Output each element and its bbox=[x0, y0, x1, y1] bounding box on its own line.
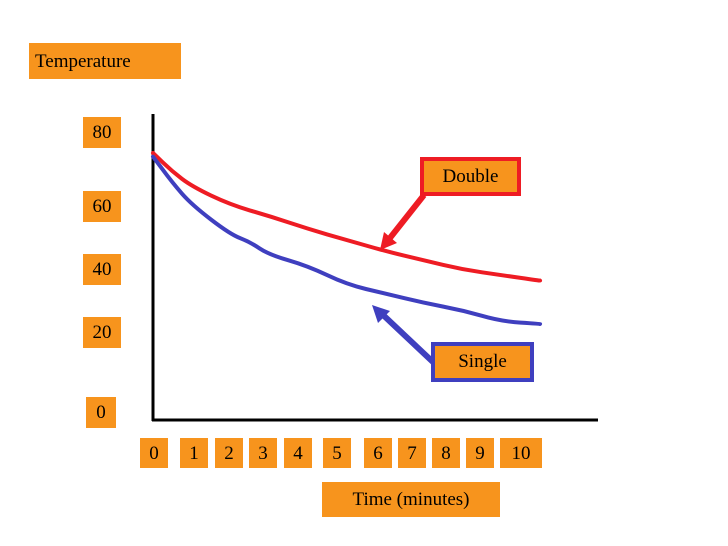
y-tick-label-60: 60 bbox=[83, 191, 121, 222]
series-line-single bbox=[151, 154, 542, 326]
y-axis-title: Temperature bbox=[29, 43, 181, 79]
single-callout-arrow bbox=[378, 310, 437, 366]
x-tick-label-6: 6 bbox=[364, 438, 392, 468]
x-axis-title: Time (minutes) bbox=[322, 482, 500, 517]
x-tick-label-10: 10 bbox=[500, 438, 542, 468]
series-line-double bbox=[151, 151, 542, 283]
y-tick-label-0: 0 bbox=[86, 397, 116, 428]
x-tick-label-7: 7 bbox=[398, 438, 426, 468]
single-callout-arrowhead-icon bbox=[372, 305, 390, 323]
series-layer bbox=[151, 151, 542, 326]
x-tick-label-1: 1 bbox=[180, 438, 208, 468]
x-tick-label-4: 4 bbox=[284, 438, 312, 468]
y-tick-label-80: 80 bbox=[83, 117, 121, 148]
legend-single-label: Single bbox=[431, 342, 534, 382]
x-tick-label-8: 8 bbox=[432, 438, 460, 468]
y-tick-label-40: 40 bbox=[83, 254, 121, 285]
x-tick-label-2: 2 bbox=[215, 438, 243, 468]
x-tick-label-0: 0 bbox=[140, 438, 168, 468]
x-tick-label-9: 9 bbox=[466, 438, 494, 468]
y-tick-label-20: 20 bbox=[83, 317, 121, 348]
x-tick-label-3: 3 bbox=[249, 438, 277, 468]
x-tick-label-5: 5 bbox=[323, 438, 351, 468]
double-callout-arrow bbox=[383, 193, 427, 245]
double-callout-arrowhead-icon bbox=[380, 232, 397, 250]
legend-double-label: Double bbox=[420, 157, 521, 196]
